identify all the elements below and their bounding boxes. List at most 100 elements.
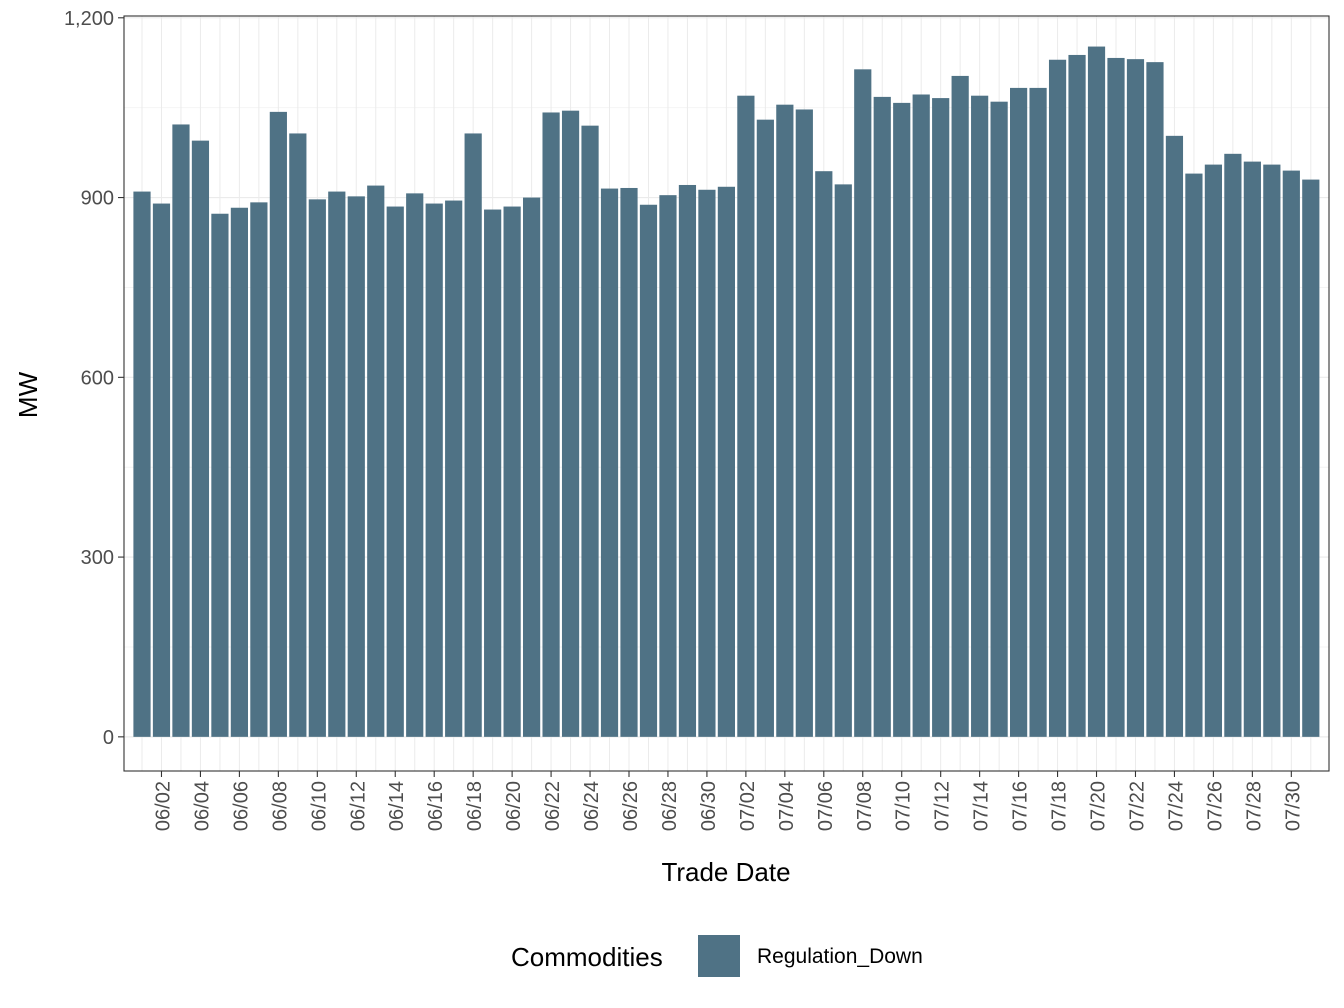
- bar-07-05: [795, 109, 813, 737]
- panel-border: [123, 15, 1330, 772]
- bar-07-06: [815, 171, 833, 737]
- bar-06-29: [678, 184, 697, 737]
- bar-07-18: [1048, 59, 1067, 737]
- x-tick-label: 06/12: [347, 781, 369, 831]
- bar-07-17: [1029, 87, 1047, 737]
- bar-06-18: [464, 133, 482, 737]
- bar-07-22: [1126, 59, 1145, 737]
- x-tick-label: 06/28: [659, 781, 681, 831]
- legend-label-regulation-down: Regulation_Down: [757, 945, 923, 968]
- x-tick-label: 07/16: [1010, 781, 1032, 831]
- bar-07-08: [854, 69, 872, 737]
- x-tick-label: 07/30: [1282, 781, 1304, 831]
- x-tick-label: 07/12: [932, 781, 954, 831]
- bar-06-13: [367, 185, 385, 737]
- x-tick-label: 07/26: [1204, 781, 1226, 831]
- bar-06-27: [639, 204, 658, 737]
- bar-07-28: [1243, 161, 1261, 737]
- x-tick-label: 07/10: [893, 781, 915, 831]
- x-tick-label: 07/18: [1049, 781, 1071, 831]
- bar-06-10: [308, 199, 326, 737]
- bar-07-12: [932, 98, 950, 737]
- bar-07-14: [971, 95, 989, 737]
- bar-07-11: [912, 94, 930, 737]
- y-tick-label: 900: [81, 188, 114, 210]
- bar-07-09: [873, 96, 891, 737]
- bar-07-02: [737, 95, 755, 737]
- bar-07-07: [834, 184, 852, 737]
- bar-06-26: [620, 187, 638, 737]
- x-tick-label: 06/18: [464, 781, 486, 831]
- bar-07-27: [1224, 153, 1242, 737]
- bar-06-08: [269, 111, 287, 737]
- bar-07-04: [776, 104, 794, 737]
- x-tick-label: 07/28: [1243, 781, 1265, 831]
- bar-07-21: [1107, 57, 1125, 737]
- bar-07-15: [990, 101, 1008, 737]
- bar-06-30: [698, 189, 716, 737]
- bar-07-13: [951, 75, 969, 737]
- x-tick-label: 06/04: [191, 781, 213, 831]
- bar-06-07: [250, 202, 268, 737]
- x-tick-label: 06/08: [269, 781, 291, 831]
- bar-06-04: [191, 140, 210, 737]
- bar-06-02: [152, 203, 171, 737]
- x-tick-label: 07/08: [854, 781, 876, 831]
- bar-06-22: [542, 112, 560, 737]
- legend-key-regulation-down: [698, 935, 740, 977]
- legend-title: Commodities: [511, 942, 663, 972]
- y-axis-title: MW: [13, 371, 43, 418]
- bar-06-16: [425, 203, 443, 737]
- x-tick-label: 06/20: [503, 781, 525, 831]
- bar-07-23: [1146, 62, 1164, 737]
- bar-07-20: [1087, 46, 1106, 737]
- x-axis-title: Trade Date: [661, 857, 790, 887]
- x-tick-label: 06/06: [230, 781, 252, 831]
- x-tick-label: 06/30: [698, 781, 720, 831]
- bar-06-14: [386, 206, 404, 737]
- bar-07-16: [1010, 87, 1028, 737]
- x-tick-label: 07/04: [776, 781, 798, 831]
- bar-06-05: [211, 213, 229, 737]
- bar-07-30: [1282, 170, 1300, 737]
- x-tick-label: 06/02: [152, 781, 174, 831]
- x-tick-label: 07/24: [1165, 781, 1187, 831]
- bar-07-31: [1302, 179, 1320, 737]
- bar-06-21: [523, 197, 541, 737]
- bar-07-10: [893, 102, 911, 737]
- y-tick-label: 0: [103, 727, 114, 749]
- bar-06-15: [406, 193, 424, 737]
- bar-06-11: [328, 191, 346, 737]
- bar-07-03: [756, 119, 774, 737]
- legend: Commodities Regulation_Down: [511, 935, 923, 977]
- bar-06-23: [561, 110, 580, 737]
- bar-07-19: [1068, 54, 1086, 737]
- bar-06-01: [133, 191, 151, 737]
- x-tick-label: 07/20: [1088, 781, 1110, 831]
- bar-06-24: [581, 125, 599, 737]
- x-tick-label: 06/24: [581, 781, 603, 831]
- x-axis: 06/02 06/04 06/06 06/08 06/10 06/12 06/14 06/16…: [152, 771, 1304, 831]
- bar-06-17: [445, 200, 463, 737]
- x-tick-label: 07/14: [971, 781, 993, 831]
- x-tick-label: 06/16: [425, 781, 447, 831]
- bar-06-06: [230, 207, 248, 737]
- x-tick-label: 06/22: [542, 781, 564, 831]
- bar-06-03: [172, 124, 190, 737]
- x-tick-label: 07/06: [815, 781, 837, 831]
- bars: [133, 46, 1320, 737]
- bar-07-25: [1185, 173, 1203, 737]
- bar-06-12: [347, 196, 365, 737]
- bar-06-19: [484, 209, 502, 737]
- bar-06-09: [289, 133, 307, 737]
- x-tick-label: 06/10: [308, 781, 330, 831]
- y-tick-label: 300: [81, 547, 114, 569]
- bar-06-28: [659, 195, 677, 737]
- bar-07-29: [1263, 164, 1281, 737]
- bar-07-26: [1204, 164, 1222, 737]
- bar-07-01: [717, 186, 735, 737]
- x-tick-label: 06/14: [386, 781, 408, 831]
- y-axis: 0 300 600 900 1,200: [64, 8, 124, 749]
- bar-06-25: [600, 188, 619, 737]
